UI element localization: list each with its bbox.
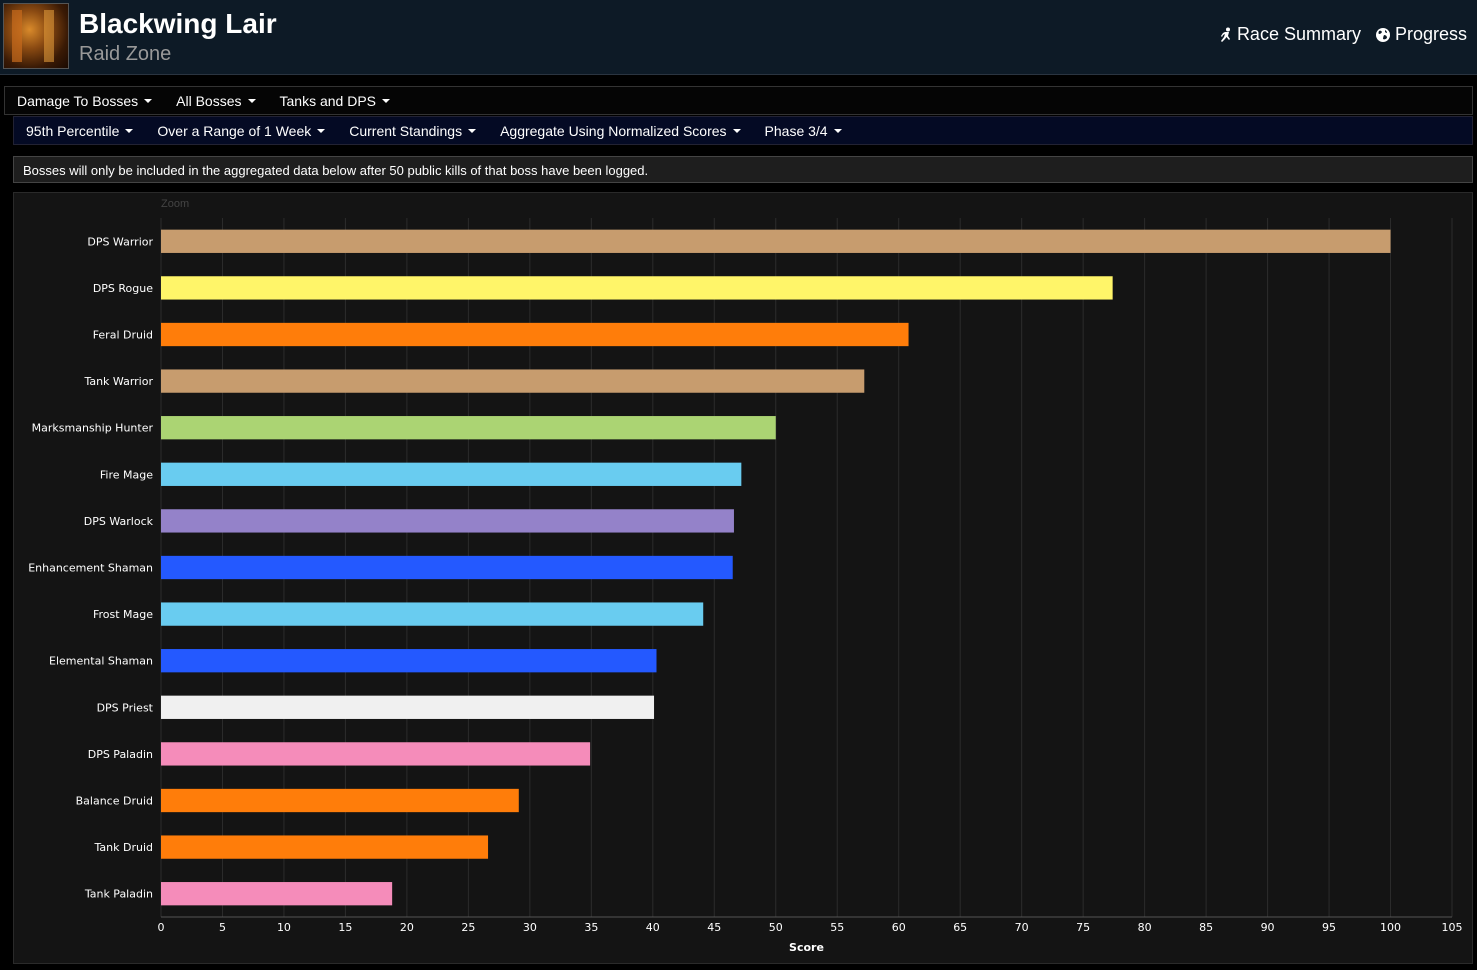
category-label: Marksmanship Hunter bbox=[32, 422, 154, 435]
metric-dropdown-label: Damage To Bosses bbox=[17, 92, 139, 109]
category-label: DPS Rogue bbox=[93, 282, 153, 295]
caret-down-icon bbox=[833, 128, 842, 133]
x-tick-label: 100 bbox=[1380, 921, 1401, 934]
x-tick-label: 70 bbox=[1015, 921, 1029, 934]
globe-icon bbox=[1375, 27, 1390, 42]
x-tick-label: 35 bbox=[584, 921, 598, 934]
percentile-dropdown[interactable]: 95th Percentile bbox=[14, 123, 145, 139]
caret-down-icon bbox=[468, 128, 477, 133]
chart-panel: Zoom DPS Warrior DPS Rogue Feral Druid Tank… bbox=[13, 192, 1473, 964]
phase-dropdown-label: Phase 3/4 bbox=[764, 122, 828, 139]
secondary-filter-bar: 95th Percentile Over a Range of 1 Week C… bbox=[13, 116, 1473, 145]
race-summary-link[interactable]: Race Summary bbox=[1219, 24, 1361, 45]
page-subtitle: Raid Zone bbox=[79, 43, 172, 65]
caret-down-icon bbox=[125, 128, 134, 133]
progress-link[interactable]: Progress bbox=[1375, 24, 1467, 45]
phase-dropdown[interactable]: Phase 3/4 bbox=[753, 123, 854, 139]
category-label: DPS Paladin bbox=[88, 748, 153, 761]
range-dropdown-label: Over a Range of 1 Week bbox=[157, 122, 312, 139]
caret-down-icon bbox=[144, 98, 153, 103]
boss-dropdown[interactable]: All Bosses bbox=[164, 93, 267, 109]
notice-banner: Bosses will only be included in the aggr… bbox=[13, 156, 1473, 183]
aggregate-dropdown[interactable]: Aggregate Using Normalized Scores bbox=[488, 123, 752, 139]
bar bbox=[161, 369, 865, 393]
zone-image bbox=[3, 3, 69, 69]
category-label: Tank Warrior bbox=[83, 375, 153, 388]
category-label: Frost Mage bbox=[93, 608, 153, 621]
x-tick-label: 75 bbox=[1076, 921, 1090, 934]
boss-dropdown-label: All Bosses bbox=[176, 92, 242, 109]
x-axis-title: Score bbox=[789, 941, 824, 954]
x-tick-label: 45 bbox=[707, 921, 721, 934]
bar bbox=[161, 322, 909, 347]
bar bbox=[161, 555, 733, 580]
category-label: Elemental Shaman bbox=[49, 655, 153, 668]
category-label: Enhancement Shaman bbox=[28, 562, 153, 575]
x-tick-label: 25 bbox=[461, 921, 475, 934]
bar bbox=[161, 788, 519, 813]
percentile-dropdown-label: 95th Percentile bbox=[26, 122, 120, 139]
x-tick-label: 0 bbox=[158, 921, 165, 934]
bar bbox=[161, 882, 393, 906]
x-tick-label: 60 bbox=[892, 921, 906, 934]
category-label: DPS Warlock bbox=[84, 515, 154, 528]
caret-down-icon bbox=[382, 98, 390, 103]
zoom-label[interactable]: Zoom bbox=[161, 198, 190, 210]
standings-dropdown-label: Current Standings bbox=[349, 122, 463, 139]
x-tick-label: 85 bbox=[1199, 921, 1213, 934]
x-tick-label: 95 bbox=[1322, 921, 1336, 934]
x-tick-label: 15 bbox=[338, 921, 352, 934]
category-label: DPS Priest bbox=[97, 701, 154, 714]
page-header: Blackwing Lair Raid Zone Race Summary Pr… bbox=[0, 0, 1477, 75]
progress-label: Progress bbox=[1394, 24, 1467, 44]
race-summary-label: Race Summary bbox=[1236, 24, 1361, 44]
x-tick-label: 80 bbox=[1138, 921, 1152, 934]
bar bbox=[161, 835, 489, 859]
bar bbox=[161, 276, 1113, 300]
bar bbox=[161, 742, 591, 766]
x-tick-label: 55 bbox=[830, 921, 844, 934]
aggregate-dropdown-label: Aggregate Using Normalized Scores bbox=[500, 122, 727, 139]
x-tick-label: 90 bbox=[1261, 921, 1275, 934]
x-tick-label: 5 bbox=[219, 921, 226, 934]
bar bbox=[161, 416, 776, 440]
category-label: Balance Druid bbox=[76, 795, 153, 808]
caret-down-icon bbox=[732, 128, 741, 133]
category-label: DPS Warrior bbox=[87, 235, 153, 248]
standings-dropdown[interactable]: Current Standings bbox=[337, 123, 488, 139]
range-dropdown[interactable]: Over a Range of 1 Week bbox=[145, 123, 337, 139]
running-person-icon bbox=[1220, 27, 1230, 42]
metric-dropdown[interactable]: Damage To Bosses bbox=[5, 93, 164, 109]
category-label: Tank Paladin bbox=[84, 888, 153, 901]
category-label: Feral Druid bbox=[93, 329, 153, 342]
bar bbox=[161, 229, 1391, 253]
bar bbox=[161, 649, 657, 673]
category-label: Tank Druid bbox=[94, 841, 153, 854]
primary-filter-bar: Damage To Bosses All Bosses Tanks and DP… bbox=[4, 86, 1473, 115]
caret-down-icon bbox=[247, 98, 256, 103]
caret-down-icon bbox=[317, 128, 326, 133]
role-dropdown[interactable]: Tanks and DPS bbox=[268, 93, 403, 109]
role-dropdown-label: Tanks and DPS bbox=[279, 92, 377, 109]
x-tick-label: 105 bbox=[1442, 921, 1463, 934]
header-links: Race Summary Progress bbox=[1219, 24, 1467, 45]
x-tick-label: 40 bbox=[646, 921, 660, 934]
page-title: Blackwing Lair bbox=[79, 8, 277, 39]
bar bbox=[161, 602, 704, 626]
x-tick-label: 10 bbox=[277, 921, 291, 934]
x-tick-label: 50 bbox=[769, 921, 783, 934]
category-label: Fire Mage bbox=[100, 468, 153, 481]
bar bbox=[161, 509, 734, 533]
x-tick-label: 30 bbox=[523, 921, 537, 934]
bar-chart: DPS Warrior DPS Rogue Feral Druid Tank Warr… bbox=[28, 218, 1463, 954]
x-tick-label: 20 bbox=[400, 921, 414, 934]
bar bbox=[161, 695, 655, 719]
bar bbox=[161, 462, 742, 486]
x-tick-label: 65 bbox=[953, 921, 967, 934]
